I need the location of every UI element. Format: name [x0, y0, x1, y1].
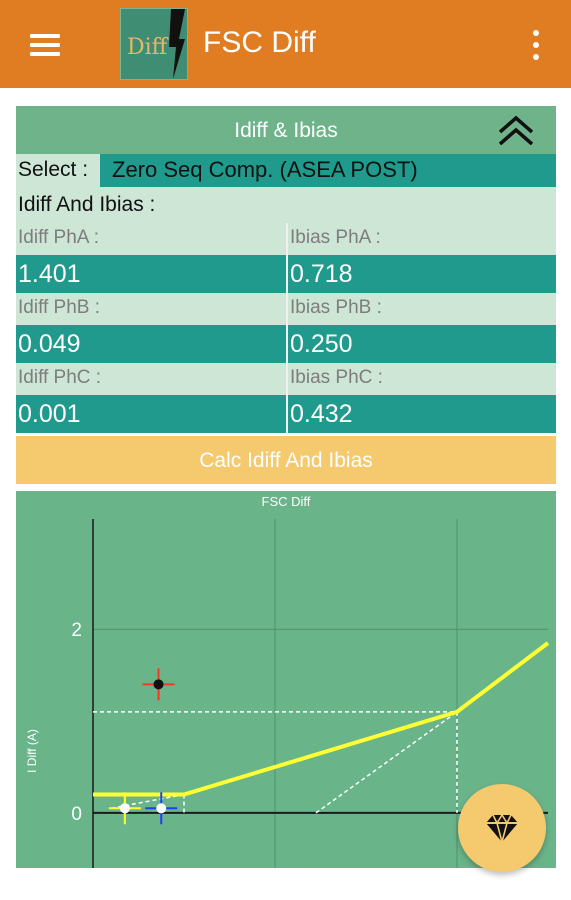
ibias-phc-field[interactable]: 0.432 — [286, 395, 556, 433]
app-title: FSC Diff — [203, 26, 316, 59]
app-bar: Diff FSC Diff — [0, 0, 571, 88]
ibias-pha-field[interactable]: 0.718 — [286, 255, 556, 293]
collapse-chevron-icon[interactable] — [496, 112, 536, 148]
calc-button[interactable]: Calc Idiff And Ibias — [16, 436, 556, 484]
idiff-phc-field[interactable]: 0.001 — [18, 400, 81, 428]
guide-line — [315, 711, 458, 814]
label-row-phb: Idiff PhB : Ibias PhB : — [16, 293, 556, 325]
idiff-pha-label: Idiff PhA : — [18, 227, 99, 248]
menu-icon[interactable] — [26, 31, 64, 59]
chart-svg: FSC Diff I Diff (A) 0 2 — [25, 494, 550, 868]
data-point — [119, 803, 130, 814]
label-row-phc: Idiff PhC : Ibias PhC : — [16, 363, 556, 395]
idiff-phb-label: Idiff PhB : — [18, 297, 101, 318]
value-row-pha: 1.401 0.718 — [16, 255, 556, 293]
panel-title: Idiff & Ibias — [234, 119, 338, 142]
logo-text: Diff — [127, 35, 168, 60]
idiff-pha-field[interactable]: 1.401 — [18, 260, 81, 288]
select-row: Select : Zero Seq Comp. (ASEA POST) — [16, 154, 556, 187]
premium-fab[interactable] — [458, 784, 546, 872]
label-row-pha: Idiff PhA : Ibias PhA : — [16, 223, 556, 255]
data-point — [153, 679, 164, 690]
idiff-phb-field[interactable]: 0.049 — [18, 330, 81, 358]
diamond-icon — [486, 813, 518, 843]
ibias-phc-label: Ibias PhC : — [286, 363, 556, 395]
idiff-ibias-panel: Idiff & Ibias Select : Zero Seq Comp. (A… — [16, 106, 556, 433]
section-label: Idiff And Ibias : — [16, 187, 556, 223]
data-point — [156, 803, 167, 814]
select-label: Select : — [18, 158, 89, 181]
value-row-phb: 0.049 0.250 — [16, 325, 556, 363]
value-row-phc: 0.001 0.432 — [16, 395, 556, 433]
series-line — [93, 641, 550, 797]
y-tick-label: 0 — [71, 804, 82, 825]
y-tick-label: 2 — [71, 620, 82, 641]
ibias-phb-field[interactable]: 0.250 — [286, 325, 556, 363]
ibias-phb-label: Ibias PhB : — [286, 293, 556, 325]
app-logo: Diff — [120, 8, 188, 80]
ibias-pha-label: Ibias PhA : — [286, 223, 556, 255]
overflow-menu-icon[interactable] — [530, 30, 542, 60]
chart-title: FSC Diff — [262, 494, 311, 509]
diff-chart: FSC Diff I Diff (A) 0 2 — [16, 491, 556, 868]
idiff-phc-label: Idiff PhC : — [18, 367, 102, 388]
panel-header[interactable]: Idiff & Ibias — [16, 106, 556, 154]
lightning-bolt-icon — [169, 9, 185, 79]
mode-select[interactable]: Zero Seq Comp. (ASEA POST) — [100, 154, 556, 187]
y-axis-label: I Diff (A) — [25, 729, 39, 773]
guide-line — [111, 793, 185, 810]
